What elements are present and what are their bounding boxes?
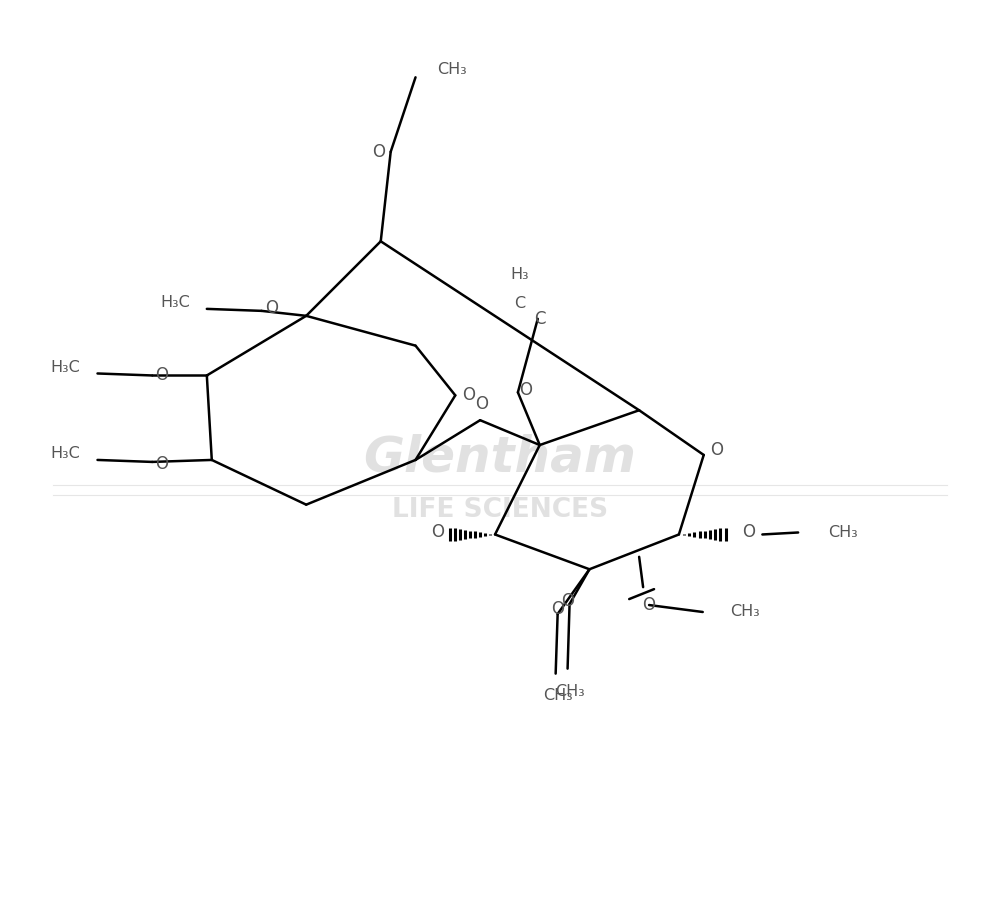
Text: O: O: [431, 524, 444, 542]
Text: O: O: [551, 600, 564, 618]
Text: O: O: [476, 395, 489, 413]
Text: O: O: [742, 524, 755, 542]
Text: O: O: [643, 596, 656, 614]
Text: CH₃: CH₃: [543, 688, 573, 703]
Text: O: O: [462, 386, 475, 404]
Text: O: O: [265, 299, 278, 317]
Text: O: O: [156, 454, 169, 472]
Text: O: O: [561, 592, 574, 610]
Text: C: C: [514, 296, 525, 311]
Text: H₃: H₃: [511, 266, 529, 282]
Text: CH₃: CH₃: [437, 62, 467, 77]
Text: CH₃: CH₃: [555, 684, 584, 699]
Text: C: C: [534, 310, 546, 328]
Text: O: O: [519, 382, 532, 400]
Text: O: O: [710, 441, 723, 459]
Text: LIFE SCIENCES: LIFE SCIENCES: [392, 497, 608, 523]
Text: H₃C: H₃C: [160, 295, 190, 310]
Text: H₃C: H₃C: [51, 360, 81, 375]
Text: Glentham: Glentham: [363, 434, 637, 482]
Text: CH₃: CH₃: [828, 525, 858, 540]
Text: O: O: [372, 143, 385, 161]
Text: O: O: [156, 366, 169, 384]
Text: CH₃: CH₃: [731, 605, 760, 619]
Text: H₃C: H₃C: [51, 446, 81, 462]
